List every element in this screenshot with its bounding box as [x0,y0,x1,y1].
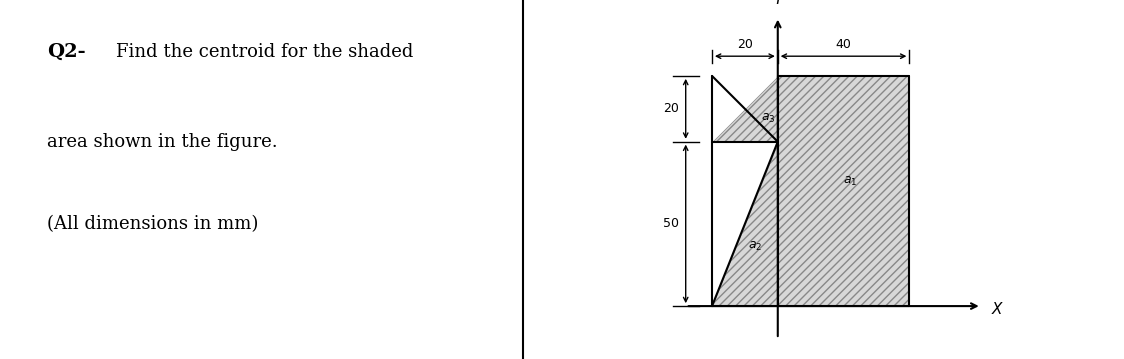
Text: 40: 40 [835,38,852,51]
Text: Q2-: Q2- [47,43,85,61]
Text: $a_2$: $a_2$ [747,241,762,253]
Polygon shape [778,76,909,306]
Text: area shown in the figure.: area shown in the figure. [47,133,278,151]
Polygon shape [711,142,778,306]
Text: Find the centroid for the shaded: Find the centroid for the shaded [117,43,414,61]
Text: 20: 20 [737,38,753,51]
Polygon shape [711,76,778,142]
Text: (All dimensions in mm): (All dimensions in mm) [47,215,259,233]
Text: $a_3$: $a_3$ [761,112,776,125]
Text: $a_1$: $a_1$ [843,174,858,188]
Text: 50: 50 [663,218,679,230]
Text: X: X [991,302,1001,317]
Text: Y: Y [773,0,782,7]
Text: 20: 20 [663,102,679,115]
